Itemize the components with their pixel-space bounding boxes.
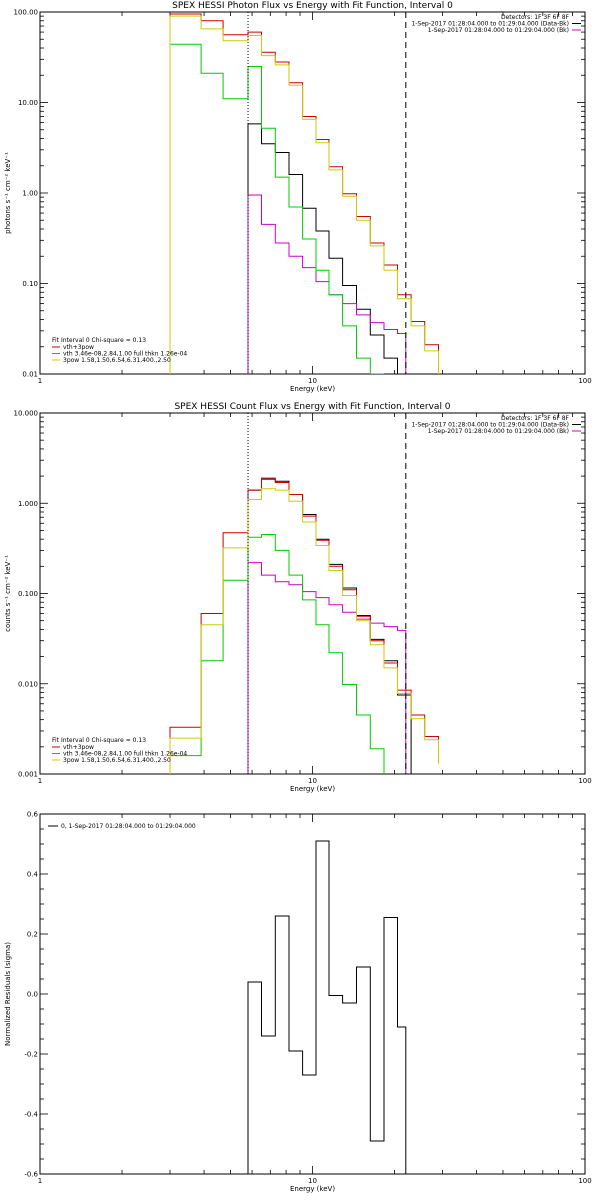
y-tick-label: 0.01 — [22, 371, 38, 379]
plot-area — [169, 413, 439, 774]
legend-entry-1: vth 3.46e-08,2.84,1.00 full thkn 1.26e-0… — [63, 351, 187, 358]
y-tick-label: 0.010 — [18, 680, 38, 688]
series-line-3 — [169, 534, 385, 774]
legend-entry-0: 0, 1-Sep-2017 01:28:04.000 to 01:29:04.0… — [61, 823, 196, 830]
panel-residuals: 1 10 100 -0.6 -0.4 -0.2 0.0 0.2 0.4 0.6 Energy (ke… — [4, 811, 592, 1194]
info-text-0: Detectors: 1F 3F 6F 8F — [501, 14, 570, 21]
info-text-2: 1-Sep-2017 01:28:04.000 to 01:29:04.000 … — [428, 27, 569, 34]
y-tick-label: -0.6 — [24, 1171, 38, 1179]
x-tick-label: 10 — [308, 777, 317, 785]
series-line-2 — [169, 477, 439, 774]
series-line-0 — [247, 123, 412, 374]
x-axis-label: Energy (keV) — [290, 785, 335, 793]
y-axis-label: counts s⁻¹ cm⁻² keV⁻¹ — [4, 555, 12, 632]
x-tick-label: 1 — [38, 1177, 42, 1185]
chart-title: SPEX HESSI Count Flux vs Energy with Fit… — [174, 402, 450, 412]
panel-photon-flux: SPEX HESSI Photon Flux vs Energy with Fi… — [4, 1, 592, 393]
x-tick-label: 1 — [38, 377, 42, 385]
legend-entry-0: vth+3pow — [63, 744, 94, 751]
info-text-0: Detectors: 1F 3F 6F 8F — [501, 415, 570, 422]
y-tick-label: 0.4 — [27, 871, 39, 879]
y-tick-label: 0.0 — [27, 991, 38, 999]
x-axis-label: Energy (keV) — [290, 385, 335, 393]
x-tick-label: 100 — [578, 1177, 591, 1185]
legend-entry-2: 3pow 1.58,1.50,6.54,6.31,400.,2.50 — [63, 357, 171, 364]
x-tick-label: 1 — [38, 777, 42, 785]
y-tick-label: 1.000 — [18, 500, 38, 508]
y-tick-label: 10.000 — [14, 410, 39, 418]
plot-area — [169, 12, 439, 374]
series-line-4 — [169, 15, 439, 374]
info-text-1: 1-Sep-2017 01:28:04.000 to 01:29:04.000 … — [411, 21, 569, 28]
x-tick-label: 10 — [308, 1177, 317, 1185]
y-tick-label: 1.00 — [22, 190, 38, 198]
series-line-2 — [169, 13, 439, 374]
y-tick-label: 0.001 — [18, 771, 38, 779]
x-axis-label: Energy (keV) — [290, 1185, 335, 1193]
panel-count-flux: SPEX HESSI Count Flux vs Energy with Fit… — [4, 402, 592, 793]
y-tick-label: -0.4 — [24, 1111, 38, 1119]
y-tick-label: -0.2 — [24, 1051, 38, 1059]
y-tick-label: 100.00 — [14, 9, 39, 17]
chart-title: SPEX HESSI Photon Flux vs Energy with Fi… — [172, 1, 453, 11]
y-tick-label: 10.00 — [18, 99, 38, 107]
info-text-2: 1-Sep-2017 01:28:04.000 to 01:29:04.000 … — [428, 428, 569, 435]
x-tick-label: 100 — [578, 777, 591, 785]
y-axis-label: photons s⁻¹ cm⁻² keV⁻¹ — [4, 152, 12, 234]
y-tick-label: 0.6 — [27, 811, 39, 819]
series-line-1 — [247, 194, 407, 374]
x-tick-label: 10 — [308, 377, 317, 385]
series-line-0 — [247, 840, 407, 1174]
y-tick-label: 0.2 — [27, 931, 38, 939]
plot-area — [247, 840, 407, 1174]
legend-header: Fit Interval 0 Chi-square = 0.13 — [52, 737, 146, 744]
y-axis-label: Normalized Residuals (sigma) — [4, 942, 12, 1046]
legend-entry-2: 3pow 1.58,1.50,6.54,6.31,400.,2.50 — [63, 757, 171, 764]
series-line-3 — [169, 43, 384, 374]
x-tick-label: 100 — [578, 377, 591, 385]
info-text-1: 1-Sep-2017 01:28:04.000 to 01:29:04.000 … — [411, 422, 569, 429]
legend-header: Fit Interval 0 Chi-square = 0.13 — [52, 337, 146, 344]
y-tick-label: 0.100 — [18, 590, 38, 598]
plot-frame — [39, 813, 586, 1175]
series-line-1 — [247, 562, 407, 774]
plot-frame — [39, 412, 586, 775]
plot-frame — [39, 11, 586, 375]
legend-entry-0: vth+3pow — [63, 344, 94, 351]
legend-entry-1: vth 3.46e-08,2.84,1.00 full thkn 1.26e-0… — [63, 751, 187, 758]
series-line-4 — [169, 488, 439, 774]
y-tick-label: 0.10 — [22, 280, 38, 288]
